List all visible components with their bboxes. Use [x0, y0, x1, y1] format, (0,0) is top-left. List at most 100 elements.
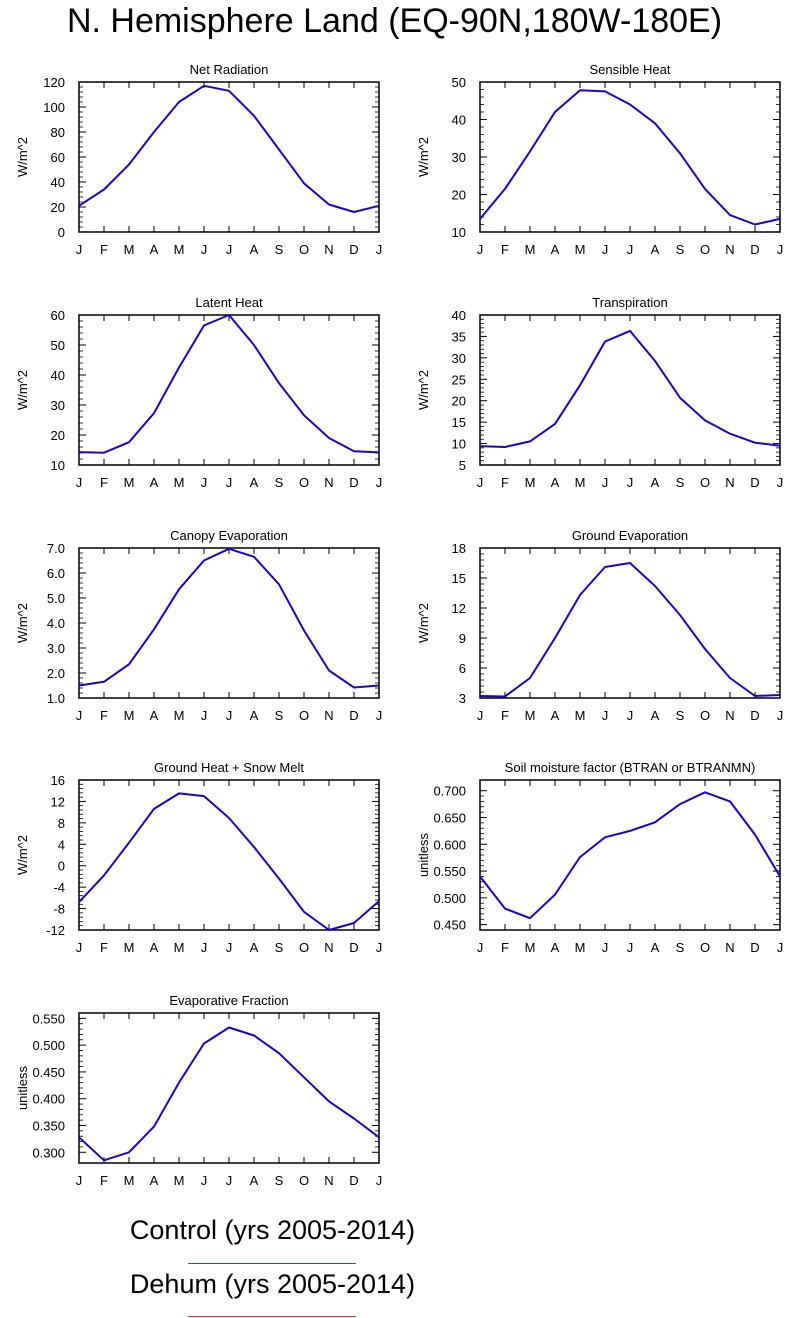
x-tick-label: N	[324, 1173, 333, 1188]
x-tick-label: J	[201, 1173, 208, 1188]
y-tick-label: 0	[58, 859, 65, 874]
x-tick-label: M	[174, 940, 185, 955]
y-tick-label: 50	[51, 338, 65, 353]
x-tick-label: S	[676, 475, 685, 490]
x-tick-label: J	[376, 940, 383, 955]
y-tick-label: 9	[459, 631, 466, 646]
y-tick-label: 15	[452, 571, 466, 586]
y-tick-label: 20	[51, 428, 65, 443]
y-tick-label: 15	[452, 415, 466, 430]
x-tick-label: J	[76, 708, 83, 723]
x-tick-label: D	[750, 242, 759, 257]
x-tick-label: J	[226, 475, 233, 490]
x-tick-label: J	[226, 940, 233, 955]
x-tick-label: D	[750, 708, 759, 723]
x-tick-label: N	[324, 708, 333, 723]
y-tick-label: 60	[51, 150, 65, 165]
legend-label-control: Control (yrs 2005-2014)	[129, 1215, 416, 1245]
y-tick-label: 12	[452, 601, 466, 616]
y-tick-label: -4	[53, 880, 65, 895]
x-tick-label: S	[275, 1173, 284, 1188]
x-tick-label: J	[602, 708, 609, 723]
y-tick-label: 8	[58, 816, 65, 831]
x-tick-label: A	[250, 940, 259, 955]
y-tick-label: 4.0	[47, 616, 65, 631]
y-tick-label: 3	[459, 691, 466, 706]
series-line-0	[78, 1026, 380, 1162]
series-line-0	[479, 329, 781, 448]
series-line-0	[479, 562, 781, 698]
y-tick-label: 20	[452, 394, 466, 409]
y-axis-label: W/m^2	[15, 835, 30, 875]
x-tick-label: J	[201, 475, 208, 490]
x-tick-label: J	[777, 940, 784, 955]
x-tick-label: M	[174, 242, 185, 257]
y-tick-label: 0.450	[433, 918, 466, 933]
plot-frame	[78, 547, 380, 699]
plot-frame	[78, 779, 380, 931]
y-tick-label: 60	[51, 308, 65, 323]
x-tick-label: N	[324, 940, 333, 955]
y-tick-label: 0.500	[433, 891, 466, 906]
x-tick-label: J	[477, 940, 484, 955]
y-tick-label: 40	[51, 175, 65, 190]
y-tick-label: 100	[43, 100, 65, 115]
y-axis-label: unitless	[15, 1065, 30, 1110]
x-tick-label: M	[525, 475, 536, 490]
x-tick-label: F	[100, 1173, 108, 1188]
y-tick-label: 6.0	[47, 566, 65, 581]
x-tick-label: M	[124, 242, 135, 257]
x-tick-label: J	[76, 1173, 83, 1188]
chart-title: Canopy Evaporation	[170, 528, 288, 543]
y-tick-label: 10	[452, 225, 466, 240]
x-tick-label: S	[676, 242, 685, 257]
series-line-0	[78, 314, 380, 454]
y-tick-label: -12	[46, 923, 65, 938]
y-tick-label: 0.550	[433, 864, 466, 879]
y-tick-label: 0.550	[32, 1011, 65, 1026]
legend-line-dehum	[188, 1316, 356, 1317]
y-tick-label: 40	[452, 113, 466, 128]
series-line-0	[479, 89, 781, 226]
y-tick-label: 10	[51, 458, 65, 473]
chart-panel-7: Soil moisture factor (BTRAN or BTRANMN) J…	[416, 760, 783, 955]
y-axis-label: unitless	[416, 832, 431, 877]
y-tick-label: 2.0	[47, 666, 65, 681]
x-tick-label: J	[777, 475, 784, 490]
x-tick-label: M	[575, 708, 586, 723]
x-tick-label: A	[250, 708, 259, 723]
y-axis-label: W/m^2	[15, 370, 30, 410]
x-tick-label: J	[376, 708, 383, 723]
x-tick-label: S	[275, 940, 284, 955]
chart-title: Transpiration	[592, 295, 667, 310]
y-tick-label: 18	[452, 541, 466, 556]
y-axis-label: W/m^2	[15, 603, 30, 643]
x-tick-label: J	[376, 475, 383, 490]
x-tick-label: F	[501, 242, 509, 257]
x-tick-label: J	[376, 242, 383, 257]
y-tick-label: 0.700	[433, 784, 466, 799]
x-tick-label: S	[275, 708, 284, 723]
x-tick-label: D	[349, 940, 358, 955]
chart-title: Net Radiation	[190, 62, 269, 77]
x-tick-label: J	[477, 475, 484, 490]
chart-title: Latent Heat	[195, 295, 263, 310]
y-tick-label: 6	[459, 661, 466, 676]
x-tick-label: J	[76, 475, 83, 490]
x-tick-label: N	[324, 242, 333, 257]
x-tick-label: M	[525, 242, 536, 257]
x-tick-label: D	[750, 940, 759, 955]
x-tick-label: N	[324, 475, 333, 490]
y-tick-label: 40	[452, 308, 466, 323]
x-tick-label: J	[76, 940, 83, 955]
chart-title: Ground Evaporation	[572, 528, 688, 543]
x-tick-label: O	[700, 475, 710, 490]
x-tick-label: A	[250, 1173, 259, 1188]
y-tick-label: 20	[452, 188, 466, 203]
x-tick-label: D	[750, 475, 759, 490]
x-tick-label: J	[76, 242, 83, 257]
x-tick-label: J	[201, 940, 208, 955]
